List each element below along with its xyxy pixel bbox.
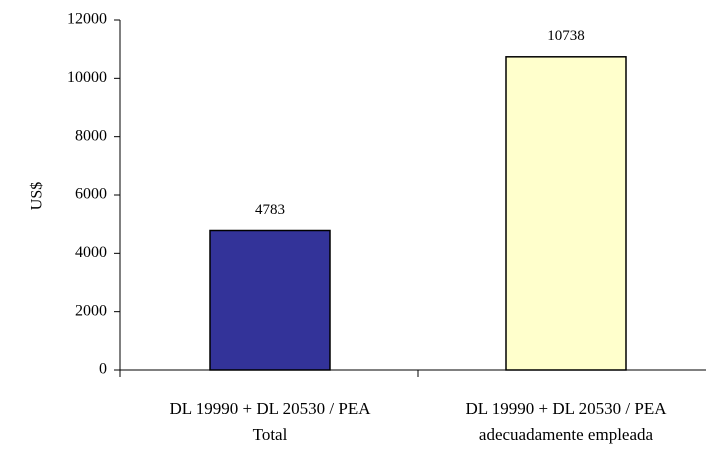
x-tick-label: DL 19990 + DL 20530 / PEA [466, 399, 668, 418]
value-label: 10738 [547, 28, 585, 44]
value-label: 4783 [255, 202, 285, 218]
x-tick-label: Total [253, 425, 288, 444]
y-tick-label: 10000 [67, 69, 107, 86]
bar [209, 229, 331, 371]
bar [505, 56, 627, 371]
y-axis-label: US$ [29, 182, 46, 210]
y-tick-label: 2000 [75, 302, 107, 319]
x-tick-label: DL 19990 + DL 20530 / PEA [170, 399, 372, 418]
x-tick-label: adecuadamente empleada [479, 425, 654, 444]
y-tick-label: 0 [99, 361, 107, 378]
y-tick-label: 8000 [75, 127, 107, 144]
y-tick-label: 4000 [75, 244, 107, 261]
y-tick-label: 6000 [75, 186, 107, 203]
y-tick-label: 12000 [67, 11, 107, 28]
